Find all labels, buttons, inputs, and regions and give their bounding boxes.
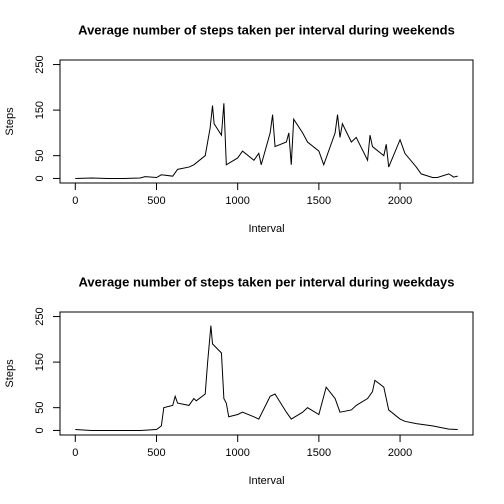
x-tick-label: 500	[147, 447, 165, 459]
x-tick-label: 1000	[225, 447, 249, 459]
y-axis-label: Steps	[4, 359, 16, 388]
x-tick-label: 1500	[307, 195, 331, 207]
data-line	[75, 103, 458, 179]
y-tick-label: 0	[34, 175, 46, 181]
y-tick-label: 250	[34, 307, 46, 325]
chart-title: Average number of steps taken per interv…	[79, 274, 455, 289]
x-tick-label: 2000	[388, 195, 412, 207]
plot-box	[59, 59, 474, 184]
x-tick-label: 1500	[307, 447, 331, 459]
y-tick-label: 250	[34, 55, 46, 73]
y-tick-label: 0	[34, 427, 46, 433]
data-line	[75, 325, 458, 431]
plot-box	[59, 311, 474, 436]
y-axis-label: Steps	[4, 107, 16, 136]
x-tick-label: 0	[72, 195, 78, 207]
x-axis-label: Interval	[248, 475, 284, 487]
x-tick-label: 2000	[388, 447, 412, 459]
y-tick-label: 50	[34, 150, 46, 162]
x-tick-label: 0	[72, 447, 78, 459]
y-tick-label: 150	[34, 353, 46, 371]
x-tick-label: 500	[147, 195, 165, 207]
y-tick-label: 150	[34, 101, 46, 119]
chart-title: Average number of steps taken per interv…	[78, 22, 455, 37]
y-tick-label: 50	[34, 402, 46, 414]
x-axis-label: Interval	[248, 223, 284, 235]
x-tick-label: 1000	[225, 195, 249, 207]
